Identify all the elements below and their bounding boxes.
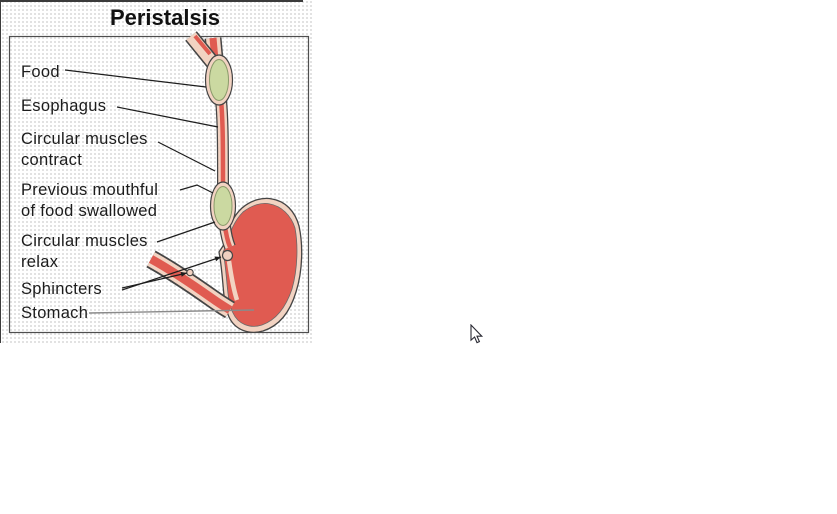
cardiac-sphincter-marker (221, 249, 234, 262)
label-esophagus: Esophagus (21, 96, 106, 117)
contracted-lumen (218, 99, 226, 189)
label-food: Food (21, 62, 60, 83)
arrowhead-cardiac (214, 256, 221, 262)
arrow-cursor-icon (470, 324, 484, 344)
food-bolus (204, 54, 234, 106)
label-previous-line1: Previous mouthful (21, 181, 159, 199)
stomach-interior (222, 203, 298, 327)
leader-food (64, 69, 207, 88)
diagram-frame (8, 35, 310, 334)
label-contract-line2: contract (21, 151, 83, 169)
pharynx-wall (186, 32, 218, 67)
peristalsis-diagram (8, 31, 310, 334)
esophagus-contracted-segment (215, 99, 229, 189)
peristalsis-animation-image[interactable]: Peristalsis (0, 0, 312, 343)
pharynx-shape (185, 31, 219, 68)
leader-stomach (88, 309, 255, 314)
label-food-line: Food (21, 63, 60, 81)
leader-sphincter-pyloric (121, 272, 188, 289)
label-sphincters-line: Sphincters (21, 280, 102, 298)
previous-bolus (209, 181, 237, 231)
label-stomach-line: Stomach (21, 304, 89, 322)
label-relax-line2: relax (21, 253, 59, 271)
food-bolus-mass (209, 59, 229, 101)
leader-previous-mouthful (179, 184, 214, 194)
label-relax-line1: Circular muscles (21, 232, 148, 250)
label-contract-line1: Circular muscles (21, 130, 148, 148)
leader-sphincter-cardiac (121, 256, 222, 291)
label-sphincters: Sphincters (21, 279, 102, 300)
duodenum-lumen (148, 255, 233, 314)
label-previous-line2: of food swallowed (21, 202, 158, 220)
pyloric-sphincter-marker (186, 268, 194, 277)
label-stomach: Stomach (21, 303, 88, 324)
leader-circular-contract (157, 141, 216, 172)
label-circular-muscles-contract: Circular muscles contract (21, 129, 148, 171)
label-circular-muscles-relax: Circular muscles relax (21, 231, 148, 273)
image-top-edge (1, 0, 303, 2)
stomach-inner-channel (226, 260, 240, 301)
leader-esophagus (116, 106, 219, 128)
leader-circular-relax (156, 221, 216, 243)
arrowhead-pyloric (180, 271, 187, 277)
previous-bolus-mass (213, 186, 233, 226)
diagram-title: Peristalsis (109, 5, 221, 30)
label-esophagus-line: Esophagus (21, 97, 107, 115)
stomach-shape (218, 197, 303, 333)
duodenum-shape (146, 250, 235, 319)
label-previous-mouthful: Previous mouthful of food swallowed (21, 180, 158, 222)
pharynx-lumen (193, 34, 212, 56)
arrow-cursor-glyph (470, 324, 484, 344)
